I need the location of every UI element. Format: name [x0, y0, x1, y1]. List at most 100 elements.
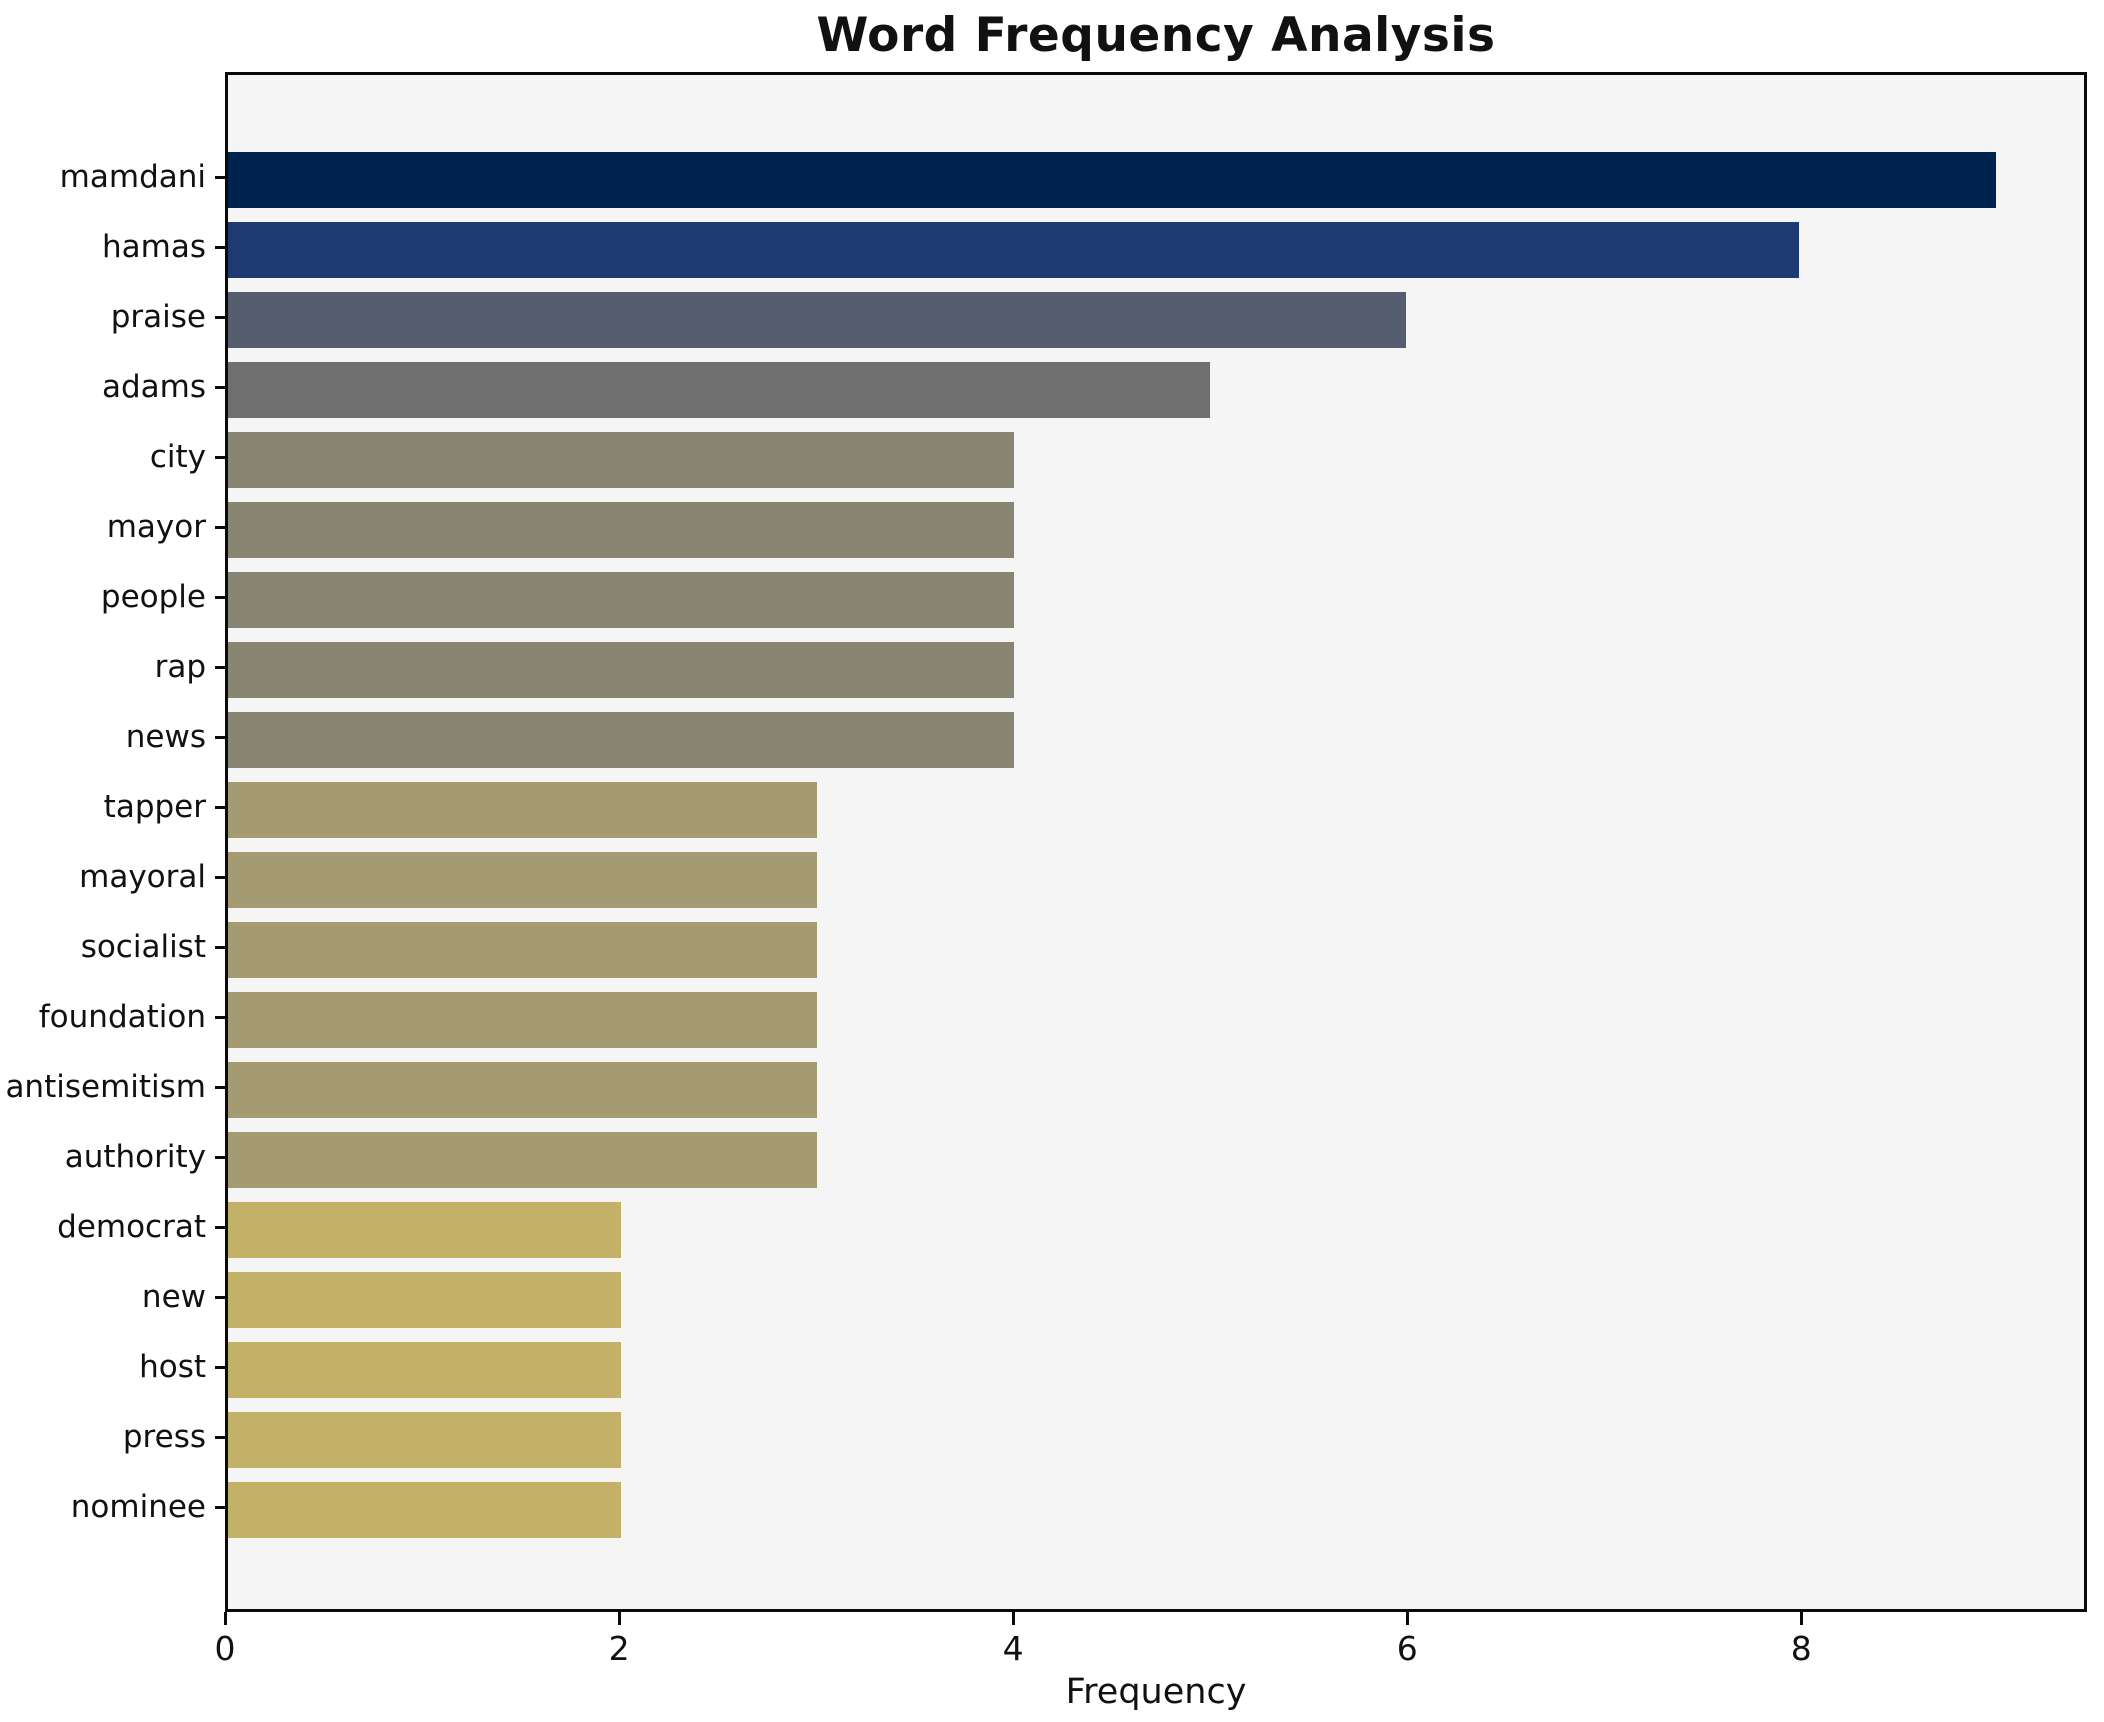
- y-label-row: people: [0, 562, 225, 632]
- y-label-row: antisemitism: [0, 1052, 225, 1122]
- x-tick-label-8: 8: [1790, 1629, 1812, 1668]
- y-tick-label-adams: adams: [101, 369, 206, 405]
- y-tick-mark: [215, 175, 225, 179]
- bar-row: [228, 985, 2084, 1055]
- y-tick-mark: [215, 1295, 225, 1299]
- y-tick-mark: [215, 525, 225, 529]
- bar-authority: [228, 1132, 818, 1188]
- x-axis-ticks: 0 2 4 6 8: [215, 1612, 2087, 1692]
- y-axis-labels: mamdani hamas praise adams city mayor people ra…: [0, 142, 225, 1542]
- y-tick-mark: [215, 455, 225, 459]
- bar-praise: [228, 292, 1407, 348]
- bar-antisemitism: [228, 1062, 818, 1118]
- bars-container: [228, 145, 2084, 1545]
- y-tick-mark: [215, 805, 225, 809]
- y-label-row: socialist: [0, 912, 225, 982]
- bar-democrat: [228, 1202, 621, 1258]
- y-label-row: mamdani: [0, 142, 225, 212]
- chart-title: Word Frequency Analysis: [816, 8, 1496, 63]
- bar-row: [228, 355, 2084, 425]
- y-tick-label-praise: praise: [110, 299, 206, 335]
- y-label-row: news: [0, 702, 225, 772]
- y-label-row: nominee: [0, 1472, 225, 1542]
- y-label-row: hamas: [0, 212, 225, 282]
- bar-city: [228, 432, 1014, 488]
- y-tick-mark: [215, 1155, 225, 1159]
- y-label-row: adams: [0, 352, 225, 422]
- bar-tapper: [228, 782, 818, 838]
- x-tick-mark: [617, 1612, 621, 1625]
- x-tick-label-2: 2: [608, 1629, 630, 1668]
- x-tick-label-6: 6: [1396, 1629, 1418, 1668]
- y-tick-mark: [215, 665, 225, 669]
- bar-foundation: [228, 992, 818, 1048]
- y-tick-label-mamdani: mamdani: [59, 159, 206, 195]
- y-tick-mark: [215, 315, 225, 319]
- y-tick-label-tapper: tapper: [103, 789, 206, 825]
- y-tick-mark: [215, 1505, 225, 1509]
- y-tick-label-foundation: foundation: [38, 999, 206, 1035]
- y-tick-label-host: host: [139, 1349, 206, 1385]
- y-tick-label-rap: rap: [154, 649, 206, 685]
- x-tick-mark: [223, 1612, 227, 1625]
- bar-new: [228, 1272, 621, 1328]
- bar-host: [228, 1342, 621, 1398]
- bar-socialist: [228, 922, 818, 978]
- bar-row: [228, 1335, 2084, 1405]
- y-label-row: praise: [0, 282, 225, 352]
- y-label-row: city: [0, 422, 225, 492]
- y-tick-label-nominee: nominee: [70, 1489, 206, 1525]
- bar-people: [228, 572, 1014, 628]
- y-label-row: mayor: [0, 492, 225, 562]
- y-tick-label-antisemitism: antisemitism: [5, 1069, 206, 1105]
- y-label-row: new: [0, 1262, 225, 1332]
- plot-area: [225, 72, 2087, 1612]
- y-label-row: mayoral: [0, 842, 225, 912]
- y-tick-mark: [215, 1085, 225, 1089]
- bar-mayor: [228, 502, 1014, 558]
- bar-row: [228, 1475, 2084, 1545]
- bar-row: [228, 285, 2084, 355]
- y-tick-mark: [215, 245, 225, 249]
- x-axis-label: Frequency: [1065, 1672, 1247, 1712]
- bar-news: [228, 712, 1014, 768]
- y-label-row: democrat: [0, 1192, 225, 1262]
- bar-row: [228, 775, 2084, 845]
- y-tick-label-democrat: democrat: [57, 1209, 206, 1245]
- bar-mayoral: [228, 852, 818, 908]
- bar-adams: [228, 362, 1210, 418]
- y-tick-mark: [215, 1225, 225, 1229]
- y-tick-mark: [215, 385, 225, 389]
- y-tick-label-press: press: [122, 1419, 206, 1455]
- y-tick-label-socialist: socialist: [80, 929, 206, 965]
- bar-row: [228, 845, 2084, 915]
- bar-row: [228, 1055, 2084, 1125]
- bar-row: [228, 565, 2084, 635]
- y-tick-label-mayoral: mayoral: [79, 859, 206, 895]
- y-label-row: authority: [0, 1122, 225, 1192]
- bar-rap: [228, 642, 1014, 698]
- x-tick-label-4: 4: [1002, 1629, 1024, 1668]
- bar-row: [228, 915, 2084, 985]
- x-tick-mark: [1799, 1612, 1803, 1625]
- y-tick-label-people: people: [100, 579, 206, 615]
- y-label-row: tapper: [0, 772, 225, 842]
- x-tick-mark: [1011, 1612, 1015, 1625]
- y-tick-mark: [215, 1435, 225, 1439]
- y-tick-mark: [215, 875, 225, 879]
- bar-row: [228, 495, 2084, 565]
- y-tick-label-mayor: mayor: [106, 509, 206, 545]
- y-tick-label-new: new: [141, 1279, 206, 1315]
- y-tick-mark: [215, 1015, 225, 1019]
- y-tick-label-authority: authority: [64, 1139, 206, 1175]
- y-tick-label-city: city: [149, 439, 206, 475]
- y-tick-mark: [215, 945, 225, 949]
- bar-row: [228, 1195, 2084, 1265]
- bar-hamas: [228, 222, 1800, 278]
- bar-row: [228, 1265, 2084, 1335]
- bar-row: [228, 145, 2084, 215]
- y-label-row: rap: [0, 632, 225, 702]
- y-tick-mark: [215, 735, 225, 739]
- bar-row: [228, 1405, 2084, 1475]
